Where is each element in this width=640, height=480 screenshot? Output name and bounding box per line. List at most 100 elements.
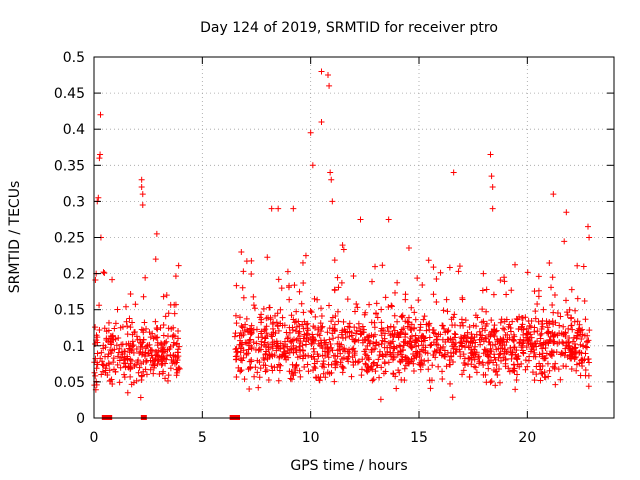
data-point bbox=[239, 284, 246, 291]
x-axis-label: GPS time / hours bbox=[290, 458, 407, 474]
data-point bbox=[471, 356, 478, 363]
data-point bbox=[501, 342, 508, 349]
data-point bbox=[121, 348, 128, 355]
data-point bbox=[162, 360, 169, 367]
data-point bbox=[138, 351, 145, 358]
data-point bbox=[434, 336, 441, 343]
data-point bbox=[561, 238, 568, 245]
data-point bbox=[258, 311, 265, 318]
data-point bbox=[378, 332, 385, 339]
data-point bbox=[532, 315, 539, 322]
data-point bbox=[458, 316, 465, 323]
data-point bbox=[412, 316, 419, 323]
data-point bbox=[582, 316, 589, 323]
data-point bbox=[498, 357, 505, 364]
data-point bbox=[300, 335, 307, 342]
data-point bbox=[444, 349, 451, 356]
data-point bbox=[574, 318, 581, 325]
data-point bbox=[161, 348, 168, 355]
data-point bbox=[132, 301, 139, 308]
data-point bbox=[250, 293, 257, 300]
data-point bbox=[519, 321, 526, 328]
data-point bbox=[273, 338, 280, 345]
data-point bbox=[426, 320, 433, 327]
data-point bbox=[293, 318, 300, 325]
data-point bbox=[358, 372, 365, 379]
data-point bbox=[489, 183, 496, 190]
x-tick-label: 0 bbox=[90, 430, 99, 446]
data-point bbox=[281, 353, 288, 360]
data-point bbox=[557, 313, 564, 320]
data-point bbox=[92, 355, 99, 362]
data-point bbox=[361, 336, 368, 343]
data-point bbox=[274, 310, 281, 317]
data-point bbox=[303, 338, 310, 345]
data-point bbox=[317, 337, 324, 344]
data-point bbox=[163, 352, 170, 359]
data-point bbox=[544, 360, 551, 367]
y-tick-label: 0.25 bbox=[54, 231, 85, 247]
data-point bbox=[311, 348, 318, 355]
data-point bbox=[460, 367, 467, 374]
data-point bbox=[329, 347, 336, 354]
data-point bbox=[381, 330, 388, 337]
y-tick-label: 0.2 bbox=[63, 267, 85, 283]
data-point bbox=[519, 342, 526, 349]
data-point bbox=[137, 394, 144, 401]
data-point bbox=[318, 118, 325, 125]
data-point bbox=[174, 335, 181, 342]
data-point bbox=[311, 295, 318, 302]
data-point bbox=[284, 268, 291, 275]
data-point bbox=[138, 183, 145, 190]
data-point bbox=[276, 353, 283, 360]
data-point bbox=[551, 291, 558, 298]
data-point bbox=[280, 342, 287, 349]
data-point bbox=[240, 294, 247, 301]
data-point bbox=[373, 300, 380, 307]
data-point bbox=[557, 376, 564, 383]
data-point bbox=[574, 295, 581, 302]
data-point bbox=[508, 287, 515, 294]
data-point bbox=[486, 348, 493, 355]
data-point bbox=[498, 316, 505, 323]
data-point bbox=[405, 319, 412, 326]
data-point bbox=[139, 349, 146, 356]
data-point bbox=[490, 367, 497, 374]
data-point bbox=[102, 353, 109, 360]
data-point bbox=[288, 346, 295, 353]
data-point bbox=[170, 352, 177, 359]
data-point bbox=[272, 330, 279, 337]
data-point bbox=[469, 334, 476, 341]
data-point bbox=[326, 325, 333, 332]
data-point bbox=[535, 293, 542, 300]
data-point bbox=[366, 332, 373, 339]
data-point bbox=[308, 354, 315, 361]
data-point bbox=[365, 356, 372, 363]
data-point bbox=[98, 349, 105, 356]
data-point bbox=[385, 216, 392, 223]
data-point bbox=[371, 324, 378, 331]
data-point bbox=[349, 336, 356, 343]
data-point bbox=[479, 306, 486, 313]
data-point bbox=[129, 343, 136, 350]
y-tick-label: 0.05 bbox=[54, 375, 85, 391]
data-point bbox=[422, 337, 429, 344]
data-point bbox=[337, 359, 344, 366]
data-point bbox=[265, 344, 272, 351]
data-point bbox=[100, 362, 107, 369]
data-point bbox=[401, 365, 408, 372]
data-point bbox=[315, 324, 322, 331]
data-point bbox=[408, 304, 415, 311]
data-point bbox=[527, 348, 534, 355]
data-point bbox=[289, 337, 296, 344]
data-point bbox=[439, 322, 446, 329]
data-point bbox=[487, 151, 494, 158]
data-point bbox=[317, 328, 324, 335]
data-point bbox=[520, 349, 527, 356]
data-point bbox=[135, 357, 142, 364]
y-tick-label: 0 bbox=[76, 411, 85, 427]
data-point bbox=[562, 297, 569, 304]
data-point bbox=[271, 352, 278, 359]
data-point bbox=[572, 344, 579, 351]
data-point bbox=[240, 354, 247, 361]
